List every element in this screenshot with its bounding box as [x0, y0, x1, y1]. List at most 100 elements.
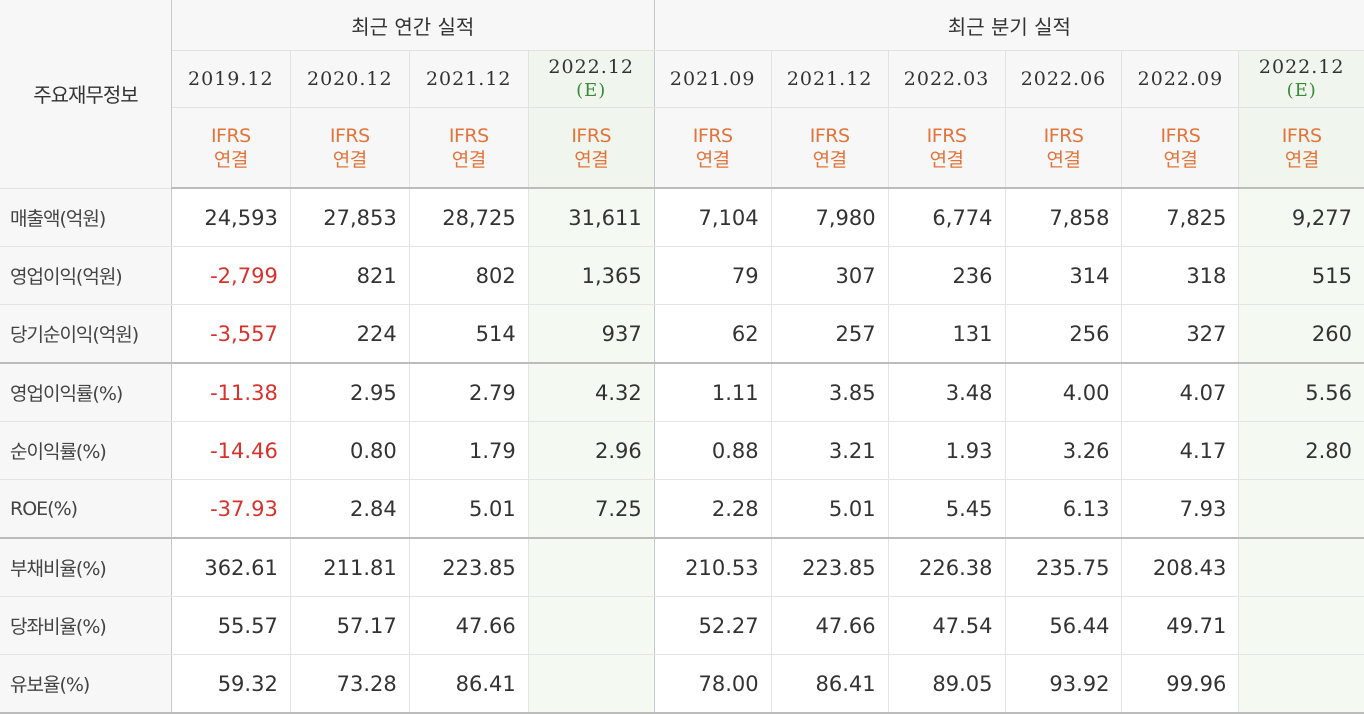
- consolidated-label: 연결: [812, 148, 847, 171]
- table-row: 영업이익률(%) -11.38 2.95 2.79 4.32 1.11 3.85 3.48 4.…: [0, 363, 1364, 422]
- accounting-standard: IFRS 연결: [771, 107, 889, 189]
- estimate-tag: (E): [576, 80, 607, 101]
- consolidated-label: 연결: [213, 148, 248, 171]
- consolidated-label: 연결: [929, 148, 964, 171]
- value-cell: [1238, 654, 1364, 714]
- table-header: 주요재무정보 최근 연간 실적 최근 분기 실적 2019.12 2020.12 2…: [0, 0, 1364, 189]
- table-row: 영업이익(억원) -2,799 821 802 1,365 79 307 236 314 318 5…: [0, 246, 1364, 305]
- table-row: 유보율(%) 59.32 73.28 86.41 78.00 86.41 89.05 93.9…: [0, 654, 1364, 714]
- value-cell: 256: [1005, 304, 1123, 364]
- accounting-standard: IFRS 연결: [654, 107, 772, 189]
- table-row: 당좌비율(%) 55.57 57.17 47.66 52.27 47.66 47.54 56.…: [0, 596, 1364, 655]
- value-cell: 4.32: [528, 363, 655, 422]
- corner-label: 주요재무정보: [0, 0, 172, 189]
- value-cell: [1238, 479, 1364, 539]
- period-header: 2020.12: [290, 50, 410, 108]
- value-cell: 7,980: [771, 188, 889, 247]
- value-cell: 362.61: [171, 538, 291, 597]
- value-cell: 226.38: [888, 538, 1006, 597]
- period-header: 2022.12 (E): [528, 50, 655, 108]
- value-cell: 7,825: [1121, 188, 1240, 247]
- value-cell: 89.05: [888, 654, 1006, 714]
- value-cell: 821: [290, 246, 410, 305]
- ifrs-label: IFRS: [1281, 124, 1322, 147]
- value-cell: 6,774: [888, 188, 1006, 247]
- value-cell: 1.93: [888, 421, 1006, 480]
- value-cell: 318: [1121, 246, 1240, 305]
- value-cell: 9,277: [1238, 188, 1364, 247]
- ifrs-label: IFRS: [210, 124, 251, 147]
- value-cell: 3.26: [1005, 421, 1123, 480]
- table-row: 당기순이익(억원) -3,557 224 514 937 62 257 131 256 327 26…: [0, 304, 1364, 364]
- value-cell: 78.00: [654, 654, 772, 714]
- period-date: 2022.03: [903, 68, 990, 90]
- value-cell: 937: [528, 304, 655, 364]
- value-cell: 2.80: [1238, 421, 1364, 480]
- period-date: 2021.09: [669, 68, 756, 90]
- value-cell: 2.79: [409, 363, 529, 422]
- value-cell: 24,593: [171, 188, 291, 247]
- value-cell: 515: [1238, 246, 1364, 305]
- value-cell: 28,725: [409, 188, 529, 247]
- row-label: 당기순이익(억원): [0, 304, 172, 364]
- accounting-standard-row: IFRS 연결 IFRS 연결 IFRS 연결 IFRS 연결 IFRS 연결 IFRS 연결 IFRS…: [0, 107, 1364, 189]
- value-cell: 236: [888, 246, 1006, 305]
- value-cell: 3.85: [771, 363, 889, 422]
- value-cell: -11.38: [171, 363, 291, 422]
- row-label: ROE(%): [0, 479, 172, 539]
- value-cell: 7,858: [1005, 188, 1123, 247]
- accounting-standard: IFRS 연결: [290, 107, 410, 189]
- value-cell: 62: [654, 304, 772, 364]
- value-cell: 235.75: [1005, 538, 1123, 597]
- accounting-standard: IFRS 연결: [1238, 107, 1364, 189]
- value-cell: 224: [290, 304, 410, 364]
- value-cell: 208.43: [1121, 538, 1240, 597]
- ifrs-label: IFRS: [809, 124, 850, 147]
- ifrs-label: IFRS: [571, 124, 612, 147]
- table-row: 매출액(억원) 24,593 27,853 28,725 31,611 7,104 7,98…: [0, 188, 1364, 247]
- value-cell: 49.71: [1121, 596, 1240, 655]
- value-cell: 3.21: [771, 421, 889, 480]
- consolidated-label: 연결: [332, 148, 367, 171]
- value-cell: 2.84: [290, 479, 410, 539]
- row-label: 유보율(%): [0, 654, 172, 714]
- value-cell: 260: [1238, 304, 1364, 364]
- period-header: 2022.06: [1005, 50, 1123, 108]
- value-cell: -37.93: [171, 479, 291, 539]
- value-cell: 210.53: [654, 538, 772, 597]
- accounting-standard: IFRS 연결: [1005, 107, 1123, 189]
- accounting-standard: IFRS 연결: [888, 107, 1006, 189]
- period-date-row: 2019.12 2020.12 2021.12 2022.12 (E) 2021.09 20…: [0, 50, 1364, 108]
- period-header: 2021.09: [654, 50, 772, 108]
- ifrs-label: IFRS: [1043, 124, 1084, 147]
- ifrs-label: IFRS: [692, 124, 733, 147]
- value-cell: 131: [888, 304, 1006, 364]
- value-cell: 47.66: [771, 596, 889, 655]
- value-cell: 1,365: [528, 246, 655, 305]
- value-cell: 211.81: [290, 538, 410, 597]
- value-cell: 5.56: [1238, 363, 1364, 422]
- value-cell: 514: [409, 304, 529, 364]
- value-cell: 31,611: [528, 188, 655, 247]
- row-label: 영업이익률(%): [0, 363, 172, 422]
- value-cell: [528, 596, 655, 655]
- value-cell: 56.44: [1005, 596, 1123, 655]
- period-date: 2021.12: [786, 68, 873, 90]
- accounting-standard: IFRS 연결: [528, 107, 655, 189]
- value-cell: [1238, 538, 1364, 597]
- value-cell: 223.85: [409, 538, 529, 597]
- value-cell: 7,104: [654, 188, 772, 247]
- consolidated-label: 연결: [1284, 148, 1319, 171]
- value-cell: 73.28: [290, 654, 410, 714]
- period-header: 2021.12: [409, 50, 529, 108]
- period-date: 2020.12: [307, 68, 393, 90]
- period-header: 2022.03: [888, 50, 1006, 108]
- ifrs-label: IFRS: [448, 124, 489, 147]
- value-cell: 1.79: [409, 421, 529, 480]
- value-cell: 59.32: [171, 654, 291, 714]
- value-cell: 257: [771, 304, 889, 364]
- value-cell: 4.17: [1121, 421, 1240, 480]
- ifrs-label: IFRS: [926, 124, 967, 147]
- table-row: 순이익률(%) -14.46 0.80 1.79 2.96 0.88 3.21 1.93 3.2…: [0, 421, 1364, 480]
- period-date: 2019.12: [188, 68, 274, 90]
